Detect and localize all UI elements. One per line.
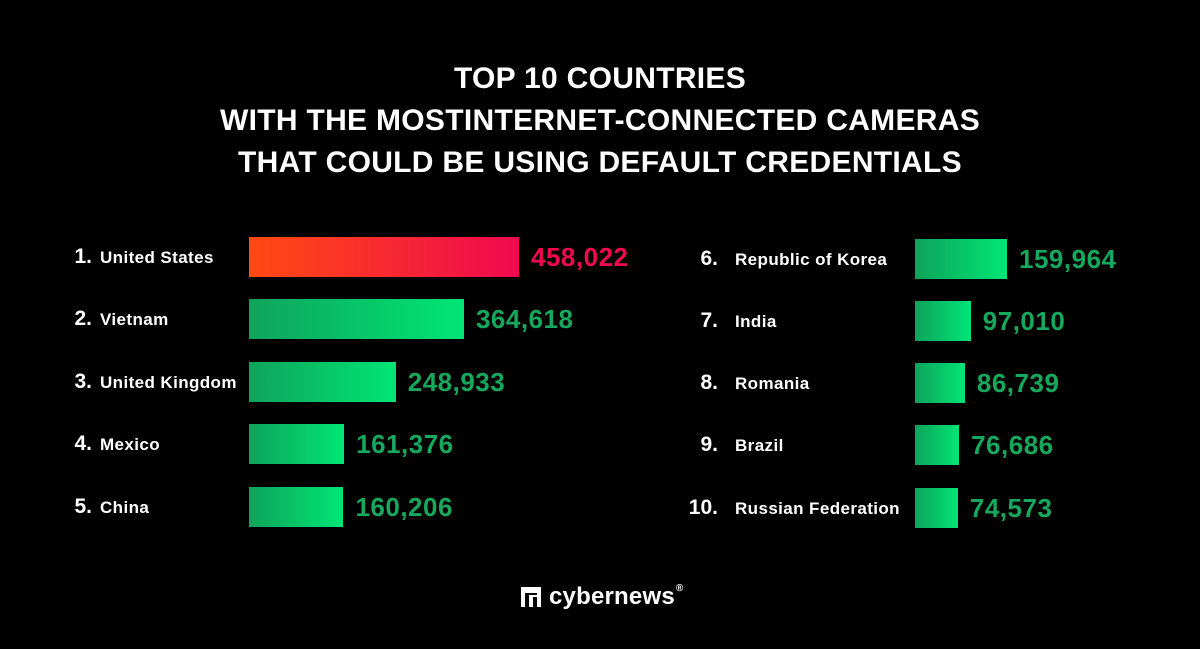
rank-label: 6. bbox=[700, 247, 718, 270]
bar bbox=[915, 488, 958, 528]
category-label: Mexico bbox=[100, 435, 161, 454]
category-label: United States bbox=[100, 248, 214, 267]
rank-label: 8. bbox=[700, 371, 718, 394]
category-label: Vietnam bbox=[100, 310, 169, 329]
value-label: 74,573 bbox=[969, 493, 1053, 523]
bar-row: 2. Vietnam 364,618 bbox=[0, 299, 1200, 339]
value-label: 97,010 bbox=[982, 306, 1066, 336]
brand-name: cybernews® bbox=[549, 583, 684, 610]
rank-label: 10. bbox=[688, 496, 718, 519]
bar bbox=[915, 425, 960, 465]
rank-label: 2. bbox=[74, 307, 92, 330]
category-label: China bbox=[100, 498, 150, 517]
category-label: Brazil bbox=[735, 436, 784, 455]
category-label: Romania bbox=[735, 374, 810, 393]
title-line: WITH THE MOSTINTERNET-CONNECTED CAMERAS bbox=[219, 104, 980, 137]
bar-row: 1. United States 458,022 bbox=[0, 237, 1200, 277]
title-line: TOP 10 COUNTRIES bbox=[453, 62, 747, 95]
rank-label: 3. bbox=[74, 370, 92, 393]
chart-title: TOP 10 COUNTRIES WITH THE MOSTINTERNET-C… bbox=[0, 58, 1200, 184]
title-line: THAT COULD BE USING DEFAULT CREDENTIALS bbox=[238, 146, 962, 179]
rank-label: 4. bbox=[74, 432, 92, 455]
bar-row: 8. Romania 86,739 bbox=[0, 363, 1200, 403]
bar-row: 3. United Kingdom 248,933 bbox=[0, 362, 1200, 402]
value-label: 248,933 bbox=[407, 367, 506, 397]
category-label: Russian Federation bbox=[735, 499, 900, 518]
rank-label: 9. bbox=[700, 433, 718, 456]
value-label: 159,964 bbox=[1019, 244, 1117, 274]
category-label: United Kingdom bbox=[100, 373, 237, 392]
cybernews-logo: cybernews® bbox=[521, 583, 683, 611]
bar bbox=[249, 424, 345, 464]
rank-label: 7. bbox=[700, 309, 718, 332]
rank-label: 1. bbox=[74, 245, 92, 268]
category-label: Republic of Korea bbox=[735, 250, 888, 269]
value-label: 364,618 bbox=[475, 304, 574, 334]
bar-row: 7. India 97,010 bbox=[0, 301, 1200, 341]
category-label: India bbox=[735, 312, 777, 331]
bar bbox=[249, 487, 344, 527]
bar-row: 9. Brazil 76,686 bbox=[0, 425, 1200, 465]
bar-row: 5. China 160,206 bbox=[0, 487, 1200, 527]
value-label: 76,686 bbox=[971, 430, 1054, 460]
rank-label: 5. bbox=[74, 495, 92, 518]
bar bbox=[249, 237, 519, 277]
value-label: 160,206 bbox=[355, 492, 453, 522]
bar bbox=[249, 299, 464, 339]
bar-row: 6. Republic of Korea 159,964 bbox=[0, 239, 1200, 279]
bar bbox=[249, 362, 396, 402]
bar bbox=[915, 239, 1007, 279]
bar bbox=[915, 301, 971, 341]
value-label: 458,022 bbox=[531, 242, 629, 272]
bar bbox=[915, 363, 965, 403]
bar-row: 10. Russian Federation 74,573 bbox=[0, 488, 1200, 528]
bar-row: 4. Mexico 161,376 bbox=[0, 424, 1200, 464]
value-label: 161,376 bbox=[356, 429, 454, 459]
value-label: 86,739 bbox=[976, 368, 1060, 398]
cybernews-logo-icon bbox=[521, 587, 541, 607]
